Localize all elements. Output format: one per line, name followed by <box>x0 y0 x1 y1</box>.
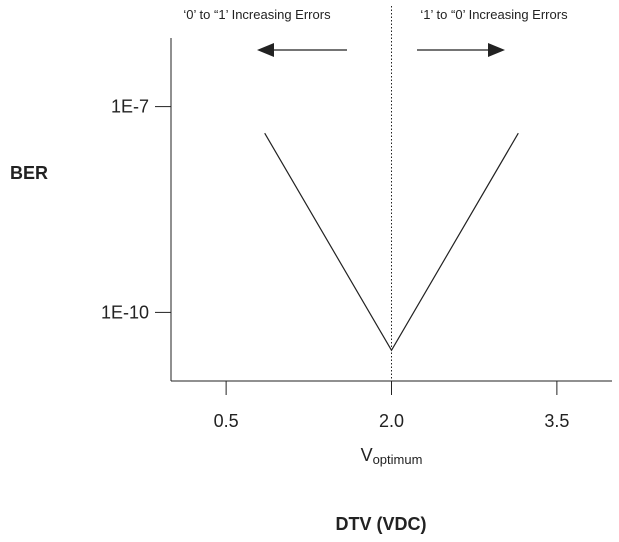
left-arrow-icon <box>257 43 347 57</box>
x-axis-title: DTV (VDC) <box>336 514 427 534</box>
x-ticks: 0.5 2.0 3.5 <box>214 381 569 431</box>
y-axis-title: BER <box>10 163 48 183</box>
right-arrow-icon <box>417 43 505 57</box>
ber-series-line <box>264 132 519 352</box>
left-annotation: ‘0’ to “1’ Increasing Errors <box>183 7 331 22</box>
optimum-label-main: V <box>361 445 373 465</box>
optimum-label-sub: optimum <box>373 452 423 467</box>
right-annotation: ‘1’ to “0’ Increasing Errors <box>420 7 568 22</box>
x-tick-label: 2.0 <box>379 411 404 431</box>
x-tick-label: 3.5 <box>544 411 569 431</box>
y-tick-label: 1E-10 <box>101 302 149 322</box>
y-ticks: 1E-7 1E-10 <box>101 97 171 322</box>
x-tick-label: 0.5 <box>214 411 239 431</box>
optimum-label: Voptimum <box>361 445 423 467</box>
y-tick-label: 1E-7 <box>111 97 149 117</box>
